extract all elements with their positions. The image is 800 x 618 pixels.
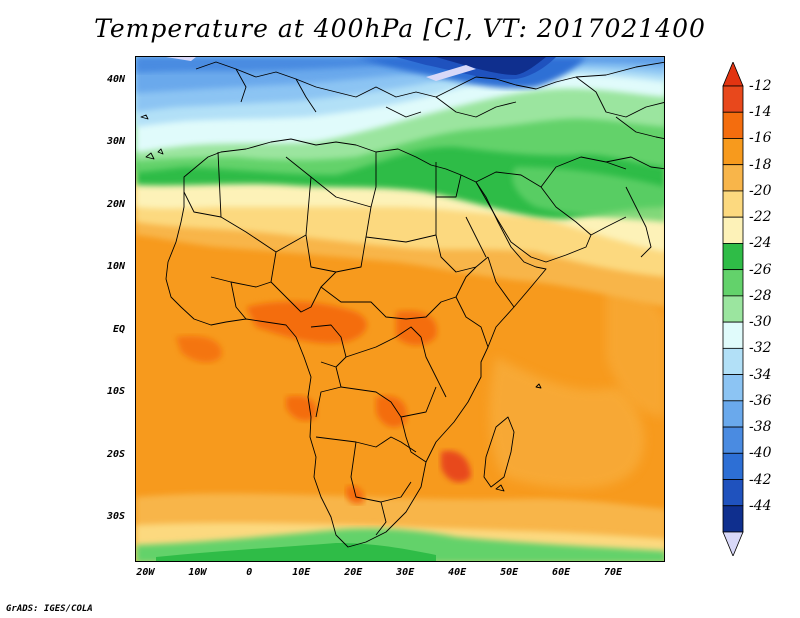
colorbar-swatch — [722, 190, 744, 218]
lat-label: 30S — [106, 511, 125, 523]
chart-title: Temperature at 400hPa [C], VT: 201702140… — [94, 14, 706, 43]
colorbar-label: -34 — [749, 366, 772, 383]
colorbar-swatch — [722, 400, 744, 428]
colorbar-label: -14 — [749, 104, 772, 121]
colorbar-swatch — [722, 85, 744, 113]
colorbar-label: -12 — [749, 78, 772, 94]
colorbar-label: -22 — [749, 209, 772, 226]
lon-label: 60E — [552, 567, 571, 578]
map-panel — [135, 56, 665, 562]
colorbar-swatch — [722, 243, 744, 271]
lat-label: 10N — [106, 261, 125, 273]
colorbar-label: -40 — [749, 445, 772, 462]
lon-label: 50E — [500, 567, 519, 578]
lat-label: 10S — [106, 386, 125, 398]
colorbar-swatch — [722, 295, 744, 323]
colorbar-label: -42 — [749, 471, 772, 488]
lon-label: 10W — [188, 567, 207, 578]
colorbar-label: -30 — [749, 314, 772, 331]
colorbar-top-arrow — [722, 62, 744, 87]
temperature-field — [136, 57, 664, 561]
colorbar-swatch — [722, 269, 744, 297]
lat-label: EQ — [112, 323, 125, 335]
colorbar-label: -26 — [749, 261, 772, 278]
colorbar-label: -38 — [749, 419, 772, 436]
colorbar-swatch — [722, 452, 744, 480]
lat-label: 20S — [106, 448, 125, 460]
lon-label: 0 — [246, 567, 253, 578]
lon-label: 40E — [448, 567, 467, 578]
lat-label: 30N — [106, 136, 125, 148]
colorbar-swatch — [722, 505, 744, 533]
colorbar-swatch — [722, 479, 744, 507]
colorbar-label: -24 — [749, 235, 772, 252]
lon-label: 30E — [396, 567, 415, 578]
lat-label: 40N — [106, 73, 125, 85]
colorbar-label: -44 — [749, 497, 772, 514]
colorbar-label: -28 — [749, 287, 772, 304]
colorbar-label: -36 — [749, 392, 772, 409]
lon-label: 20W — [136, 567, 155, 578]
colorbar-swatch — [722, 321, 744, 349]
colorbar-swatch — [722, 216, 744, 244]
lon-label: 10E — [292, 567, 311, 578]
colorbar-swatch — [722, 374, 744, 402]
grads-credit: GrADS: IGES/COLA — [6, 604, 93, 614]
colorbar-label: -16 — [749, 130, 772, 147]
colorbar-swatch — [722, 138, 744, 166]
colorbar-swatch — [722, 111, 744, 139]
lon-label: 20E — [344, 567, 363, 578]
lat-label: 20N — [106, 198, 125, 210]
colorbar — [722, 62, 744, 556]
colorbar-swatch — [722, 426, 744, 454]
colorbar-swatch — [722, 164, 744, 192]
colorbar-label: -20 — [749, 182, 772, 199]
coastlines — [140, 61, 664, 548]
colorbar-label: -32 — [749, 340, 772, 357]
colorbar-bottom-arrow — [722, 531, 744, 556]
colorbar-label: -18 — [749, 156, 772, 173]
colorbar-swatch — [722, 347, 744, 375]
lon-label: 70E — [604, 567, 623, 578]
